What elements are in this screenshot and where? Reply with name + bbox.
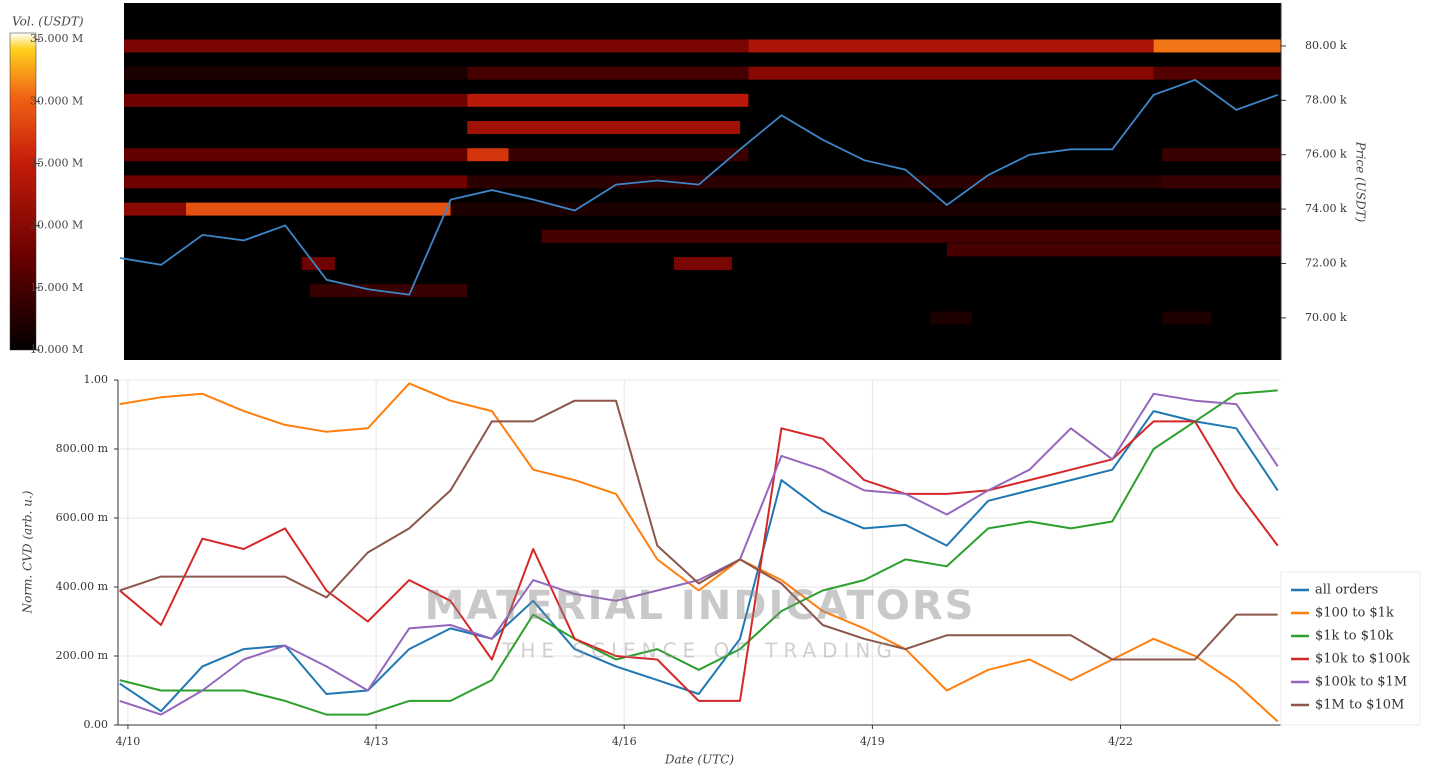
heatmap-chart: 70.00 k 72.00 k 74.00 k 76.00 k 78.00 k 80.00… — [9, 3, 1368, 360]
heat-cell — [1161, 148, 1281, 162]
colorbar-tick-label: 10.000 M — [30, 343, 83, 356]
series-line — [119, 392, 1279, 716]
x-tick-label: 4/19 — [860, 735, 885, 748]
y-axis-title: Norm. CVD (arb. u.) — [21, 490, 35, 614]
y-tick-label: 72.00 k — [1305, 256, 1347, 269]
legend-label: $100 to $1k — [1315, 606, 1394, 621]
heat-cell — [467, 148, 509, 162]
x-tick-label: 4/22 — [1108, 735, 1133, 748]
heat-cell — [124, 175, 468, 189]
heat-cell — [748, 66, 1154, 80]
heat-cell — [310, 284, 468, 298]
price-line — [119, 78, 1279, 296]
y-axis-title: Price (USDT) — [1354, 141, 1368, 223]
y-tick-label: 70.00 k — [1305, 311, 1347, 324]
series-line — [119, 382, 1279, 723]
heat-cell — [467, 121, 741, 135]
heat-cell — [508, 148, 749, 162]
y-tick-label: 0.00 — [84, 718, 109, 731]
x-tick-label: 4/13 — [364, 735, 389, 748]
x-tick-label: 4/16 — [612, 735, 637, 748]
legend-box — [1280, 571, 1421, 726]
heat-cell — [748, 39, 1154, 53]
colorbar — [9, 32, 37, 351]
colorbar-tick-label: 30.000 M — [30, 94, 83, 107]
legend-label: $1M to $10M — [1315, 698, 1404, 713]
heat-cell — [467, 93, 749, 107]
x-axis-title: Date (UTC) — [664, 753, 734, 767]
y-tick-label: 400.00 m — [56, 580, 109, 593]
heat-cell — [467, 66, 749, 80]
y-tick-label: 78.00 k — [1305, 93, 1347, 106]
y-tick-label: 76.00 k — [1305, 148, 1347, 161]
colorbar-tick-label: 20.000 M — [30, 219, 83, 232]
y-tick-label: 80.00 k — [1305, 39, 1347, 52]
colorbar-tick-label: 25.000 M — [30, 157, 83, 170]
heat-cell — [930, 311, 972, 325]
series-line — [119, 399, 1278, 661]
y-tick-label: 200.00 m — [56, 649, 109, 662]
heat-cell — [1153, 39, 1281, 53]
watermark-subtitle: THE SCIENCE OF TRADING — [501, 639, 898, 663]
y-tick-label: 600.00 m — [56, 511, 109, 524]
heat-cell — [301, 256, 335, 270]
series-line — [119, 389, 1278, 716]
heat-cell — [1161, 311, 1212, 325]
series-line — [119, 420, 1279, 702]
heat-cell — [946, 243, 1281, 257]
heat-cell — [124, 148, 468, 162]
heat-cell — [673, 256, 732, 270]
heat-cell — [124, 202, 187, 216]
heat-cell — [541, 229, 1281, 243]
x-tick-label: 4/10 — [116, 735, 141, 748]
colorbar-tick-label: 15.000 M — [30, 281, 83, 294]
colorbar-tick-label: 35.000 M — [30, 32, 83, 45]
heat-cell — [1153, 66, 1281, 80]
heat-cell — [124, 66, 468, 80]
heat-cell — [186, 202, 451, 216]
heat-cell — [1161, 175, 1281, 189]
watermark-title: MATERIAL INDICATORS — [425, 583, 976, 629]
y-tick-label: 1.00 — [84, 373, 109, 386]
y-tick-label: 74.00 k — [1305, 202, 1347, 215]
legend-label: $1k to $10k — [1315, 629, 1394, 644]
y-tick-label: 800.00 m — [56, 442, 109, 455]
cvd-chart: 0.00 200.00 m 400.00 m 600.00 m 800.00 m 1.00… — [21, 373, 1421, 767]
heat-cell — [467, 175, 1162, 189]
legend-label: all orders — [1315, 583, 1378, 598]
watermark: MATERIAL INDICATORS THE SCIENCE OF TRADI… — [425, 583, 976, 663]
heat-cell — [450, 202, 1282, 216]
heat-cell — [124, 93, 468, 107]
legend-label: $10k to $100k — [1315, 652, 1410, 667]
heat-cell — [124, 39, 749, 53]
colorbar-title: Vol. (USDT) — [12, 15, 84, 29]
legend-label: $100k to $1M — [1315, 675, 1407, 690]
series-line — [119, 410, 1279, 713]
plot-background — [118, 380, 1281, 725]
